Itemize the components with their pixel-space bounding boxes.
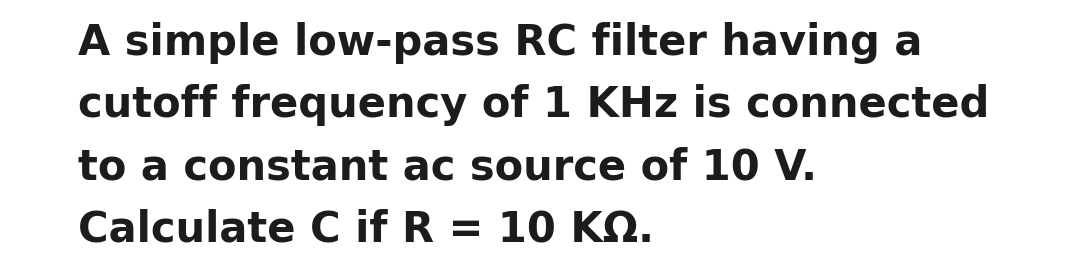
- Text: cutoff frequency of 1 KHz is connected: cutoff frequency of 1 KHz is connected: [78, 84, 989, 126]
- Text: to a constant ac source of 10 V.: to a constant ac source of 10 V.: [78, 146, 816, 188]
- Text: A simple low-pass RC filter having a: A simple low-pass RC filter having a: [78, 22, 922, 64]
- Text: Calculate C if R = 10 KΩ.: Calculate C if R = 10 KΩ.: [78, 208, 654, 250]
